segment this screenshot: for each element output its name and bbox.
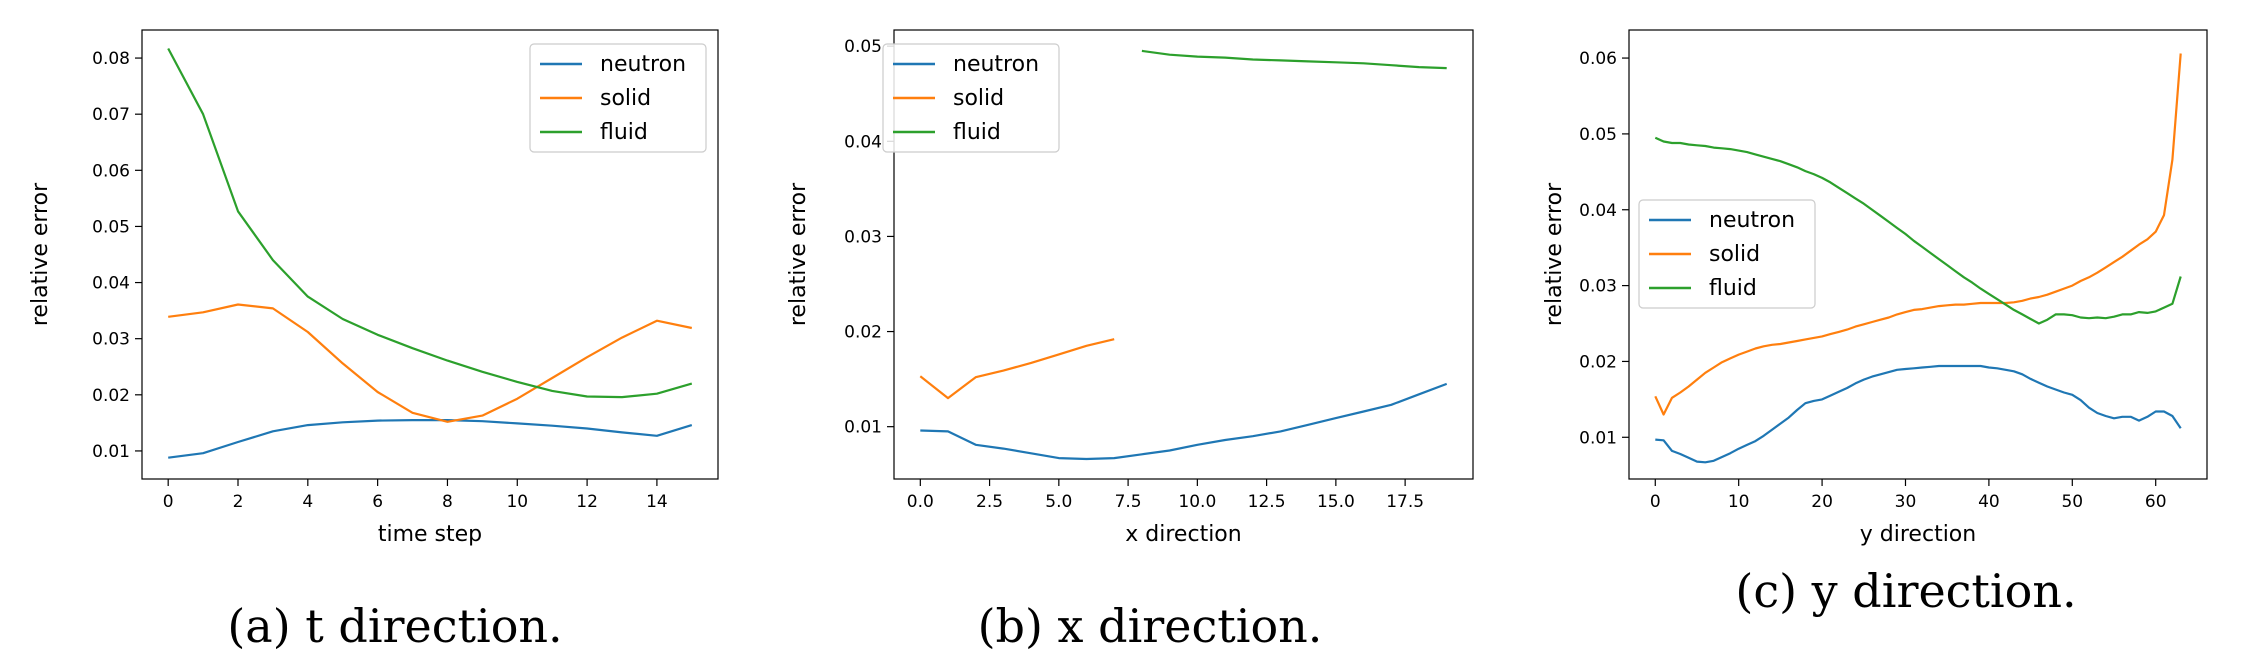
x-tick-label: 0	[1650, 492, 1661, 512]
y-tick-label: 0.05	[844, 37, 882, 57]
x-tick-label: 10	[1728, 492, 1750, 512]
legend-label-fluid: fluid	[953, 120, 1001, 145]
x-axis-label: y direction	[1860, 522, 1976, 547]
legend-label-solid: solid	[600, 86, 651, 111]
legend-label-solid: solid	[953, 86, 1004, 111]
series-line-fluid	[1654, 136, 2182, 325]
legend: neutron solid fluid	[1638, 199, 1816, 309]
x-axis-label: time step	[378, 522, 482, 547]
subplot-c: 0 10 20 30 40 50 60 0.01 0.02 0.03 0.04 0.05 0.06 y d…	[1542, 29, 2208, 618]
x-tick-label: 17.5	[1386, 492, 1424, 512]
x-tick-label: 10	[506, 492, 528, 512]
y-tick-label: 0.03	[844, 227, 882, 247]
subplot-caption: (b) x direction.	[978, 599, 1323, 653]
legend-label-neutron: neutron	[1709, 208, 1795, 233]
subplot-b: 0.0 2.5 5.0 7.5 10.0 12.5 15.0 17.5 0.01 0.02 0.03…	[786, 29, 1474, 653]
legend-label-fluid: fluid	[1709, 276, 1757, 301]
y-tick-label: 0.02	[844, 323, 882, 343]
y-tick-label: 0.05	[1579, 125, 1617, 145]
series-line-fluid	[167, 47, 693, 399]
x-tick-label: 4	[302, 492, 313, 512]
legend-label-neutron: neutron	[600, 52, 686, 77]
y-tick-label: 0.03	[92, 330, 130, 350]
x-tick-label: 5.0	[1045, 492, 1072, 512]
x-tick-label: 60	[2145, 492, 2167, 512]
x-tick-label: 12.5	[1248, 492, 1286, 512]
x-axis-label: x direction	[1125, 522, 1241, 547]
x-tick-label: 30	[1895, 492, 1917, 512]
x-tick-label: 20	[1811, 492, 1833, 512]
x-tick-label: 15.0	[1317, 492, 1355, 512]
subplot-a: 0 2 4 6 8 10 12 14 0.01 0.02 0.03 0.04 0.05 0.06 0.07 0…	[28, 29, 719, 653]
x-tick-label: 40	[1978, 492, 2000, 512]
y-tick-label: 0.02	[92, 386, 130, 406]
x-tick-label: 10.0	[1178, 492, 1216, 512]
y-tick-label: 0.07	[92, 105, 130, 125]
x-tick-label: 50	[2061, 492, 2083, 512]
x-tick-label: 0.0	[907, 492, 934, 512]
y-tick-label: 0.04	[1579, 201, 1617, 221]
x-tick-label: 12	[576, 492, 598, 512]
legend-box	[1638, 199, 1816, 309]
series-line-neutron	[920, 382, 1448, 461]
legend-box	[882, 43, 1060, 153]
axes-frame	[1628, 29, 2208, 480]
y-tick-label: 0.02	[1579, 352, 1617, 372]
x-tick-label: 14	[646, 492, 668, 512]
y-tick-label: 0.01	[1579, 428, 1617, 448]
axes-frame	[893, 29, 1474, 480]
legend-label-fluid: fluid	[600, 120, 648, 145]
y-tick-label: 0.08	[92, 49, 130, 69]
y-tick-label: 0.01	[844, 418, 882, 438]
x-tick-label: 7.5	[1115, 492, 1142, 512]
legend-label-solid: solid	[1709, 242, 1760, 267]
y-axis-label: relative error	[1542, 182, 1567, 326]
subplot-caption: (c) y direction.	[1735, 564, 2076, 618]
axes-frame	[141, 29, 719, 480]
series-line-fluid	[1141, 49, 1447, 70]
y-tick-label: 0.04	[92, 274, 130, 294]
x-tick-label: 2	[233, 492, 244, 512]
y-axis-label: relative error	[28, 182, 53, 326]
y-tick-label: 0.01	[92, 442, 130, 462]
series-line-solid	[1654, 53, 2182, 416]
y-tick-label: 0.03	[1579, 277, 1617, 297]
x-tick-label: 6	[372, 492, 383, 512]
series-line-solid	[168, 303, 693, 423]
y-tick-label: 0.06	[1579, 49, 1617, 69]
legend-label-neutron: neutron	[953, 52, 1039, 77]
legend: neutron solid fluid	[529, 43, 707, 153]
y-tick-label: 0.05	[92, 217, 130, 237]
x-tick-label: 0	[163, 492, 174, 512]
y-tick-label: 0.04	[844, 132, 882, 152]
series-line-neutron	[168, 419, 693, 459]
x-tick-label: 8	[442, 492, 453, 512]
y-axis-label: relative error	[786, 182, 811, 326]
legend: neutron solid fluid	[882, 43, 1060, 153]
subplot-caption: (a) t direction.	[227, 599, 562, 653]
series-line-solid	[919, 338, 1115, 400]
series-line-neutron	[1655, 364, 2182, 464]
x-tick-label: 2.5	[976, 492, 1003, 512]
legend-box	[529, 43, 707, 153]
y-tick-label: 0.06	[92, 161, 130, 181]
